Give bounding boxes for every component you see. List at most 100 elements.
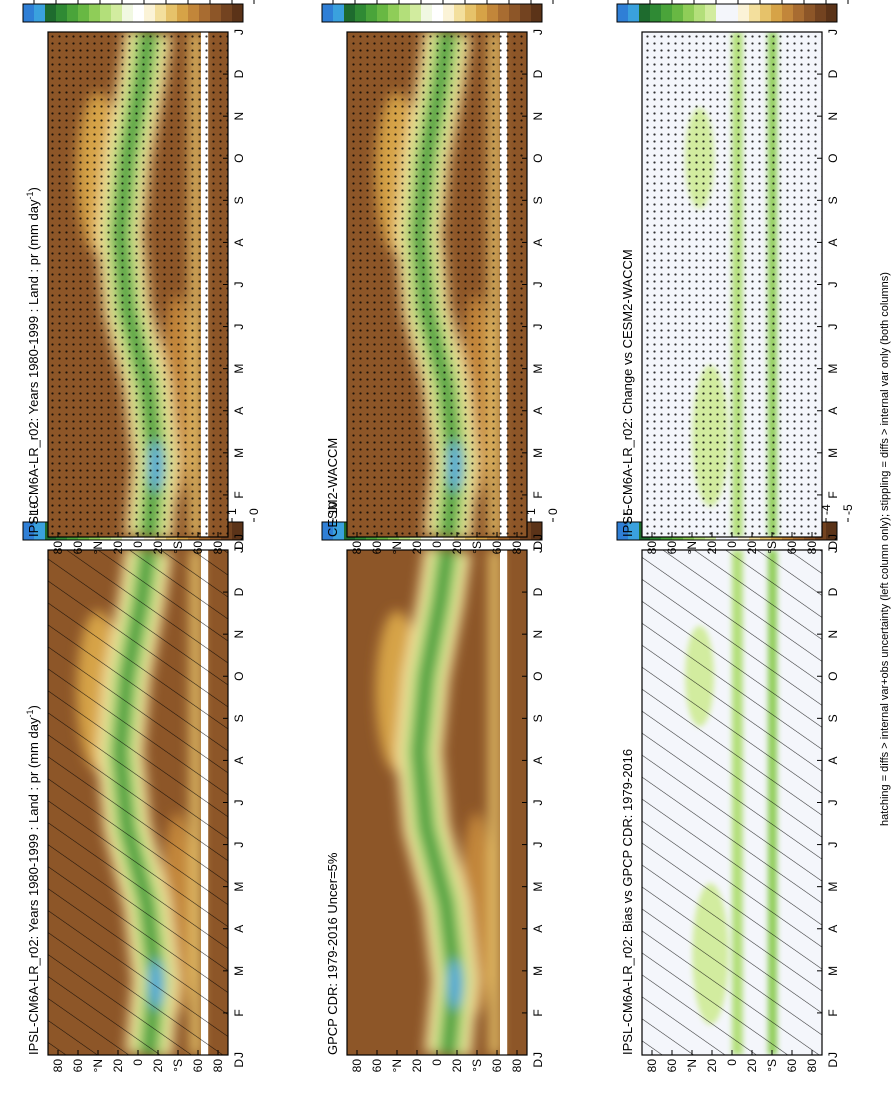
month-tick-label: O <box>531 154 545 163</box>
month-tick-label: F <box>232 491 246 498</box>
lat-tick-label: 80 <box>645 1059 659 1073</box>
colorbar-swatch <box>344 4 356 22</box>
month-tick-label: O <box>826 154 840 163</box>
lat-tick-label: 80 <box>51 1059 65 1073</box>
month-tick-label: J <box>531 534 545 540</box>
colorbar-swatch <box>199 4 211 22</box>
colorbar-label: 0 <box>546 508 560 515</box>
month-tick-label: S <box>826 714 840 722</box>
colorbar-swatch <box>771 4 783 22</box>
lat-tick-label: 60 <box>785 1059 799 1073</box>
month-tick-label: O <box>232 154 246 163</box>
lat-tick-label: 60 <box>71 541 85 555</box>
month-tick-label: F <box>826 491 840 498</box>
panel-title: IPSL-CM6A-LR_r02: Bias vs GPCP CDR: 1979… <box>620 749 635 1055</box>
month-tick-label: N <box>826 630 840 639</box>
lat-tick-label: 60 <box>71 1059 85 1073</box>
lat-tick-label: 0 <box>131 541 145 548</box>
colorbar-swatch <box>628 522 640 540</box>
month-tick-label: D <box>232 69 246 78</box>
month-tick-label: J <box>531 842 545 848</box>
colorbar-label: 1 <box>524 508 538 515</box>
lat-tick-label: 80 <box>805 541 819 555</box>
month-tick-label: S <box>531 196 545 204</box>
month-tick-label: N <box>232 630 246 639</box>
colorbar-swatch <box>333 4 345 22</box>
month-tick-label: J <box>232 842 246 848</box>
colorbar-swatch <box>410 4 422 22</box>
month-tick-label: D <box>531 69 545 78</box>
colorbar-swatch <box>232 522 244 540</box>
lat-tick-label: 20 <box>410 541 424 555</box>
panel-title: GPCP CDR: 1979-2016 Uncer=5% <box>325 852 340 1055</box>
lat-tick-label: 60 <box>785 541 799 555</box>
colorbar-label: -4 <box>819 504 833 515</box>
month-tick-label: M <box>232 882 246 892</box>
lat-tick-label: 60 <box>191 541 205 555</box>
lat-tick-label: 80 <box>805 1059 819 1073</box>
lat-tick-label: °S <box>765 1059 779 1072</box>
lat-end-label: D <box>531 1059 545 1068</box>
colorbar-swatch <box>672 4 684 22</box>
colorbar-swatch <box>683 4 695 22</box>
colorbar-label: 10 <box>27 501 41 515</box>
lat-tick-label: 60 <box>490 541 504 555</box>
month-tick-label: S <box>531 714 545 722</box>
colorbar-swatch <box>377 4 389 22</box>
month-tick-label: A <box>826 238 840 246</box>
month-tick-label: J <box>826 1052 840 1058</box>
month-tick-label: J <box>232 800 246 806</box>
lat-tick-label: 60 <box>665 1059 679 1073</box>
colorbar-swatch <box>694 4 706 22</box>
lat-tick-label: 20 <box>745 1059 759 1073</box>
colorbar-swatch <box>89 4 101 22</box>
colorbar-swatch <box>210 4 222 22</box>
month-tick-label: N <box>826 112 840 121</box>
month-tick-label: D <box>531 587 545 596</box>
month-tick-label: M <box>826 448 840 458</box>
colorbar-swatch <box>661 4 673 22</box>
colorbar-label: 10 <box>326 501 340 515</box>
colorbar-swatch <box>399 4 411 22</box>
lat-tick-label: 0 <box>131 1059 145 1066</box>
colorbar-label: 1 <box>225 508 239 515</box>
lat-tick-label: 60 <box>191 1059 205 1073</box>
colorbar-swatch <box>476 4 488 22</box>
lat-end-label: D <box>232 1059 246 1068</box>
colorbar-swatch <box>322 522 334 540</box>
colorbar-swatch <box>188 4 200 22</box>
month-tick-label: J <box>826 282 840 288</box>
lat-tick-label: °S <box>470 541 484 554</box>
colorbar-swatch <box>749 4 761 22</box>
lat-tick-label: 20 <box>450 1059 464 1073</box>
colorbar-swatch <box>122 4 134 22</box>
colorbar-swatch <box>716 4 728 22</box>
colorbar-swatch <box>617 4 629 22</box>
month-tick-label: F <box>232 1009 246 1016</box>
lat-tick-label: 80 <box>211 1059 225 1073</box>
month-tick-label: D <box>826 587 840 596</box>
lat-tick-label: °N <box>685 541 699 554</box>
colorbar-swatch <box>144 4 156 22</box>
colorbar-swatch <box>531 4 543 22</box>
month-tick-label: J <box>826 800 840 806</box>
month-tick-label: J <box>531 800 545 806</box>
month-tick-label: J <box>531 1052 545 1058</box>
month-tick-label: M <box>531 364 545 374</box>
colorbar-swatch <box>628 4 640 22</box>
lat-end-label: D <box>826 541 840 550</box>
hatching-overlay <box>48 550 228 1055</box>
month-tick-label: J <box>826 324 840 330</box>
lat-tick-label: 60 <box>370 541 384 555</box>
stippling-overlay <box>347 32 527 537</box>
colorbar-swatch <box>166 4 178 22</box>
colorbar-label: 0 <box>247 508 261 515</box>
month-tick-label: J <box>826 29 840 35</box>
lat-tick-label: 20 <box>745 541 759 555</box>
lat-tick-label: 60 <box>370 1059 384 1073</box>
colorbar-swatch <box>421 4 433 22</box>
colorbar-swatch <box>804 4 816 22</box>
colorbar-swatch <box>531 522 543 540</box>
colorbar-swatch <box>23 4 35 22</box>
